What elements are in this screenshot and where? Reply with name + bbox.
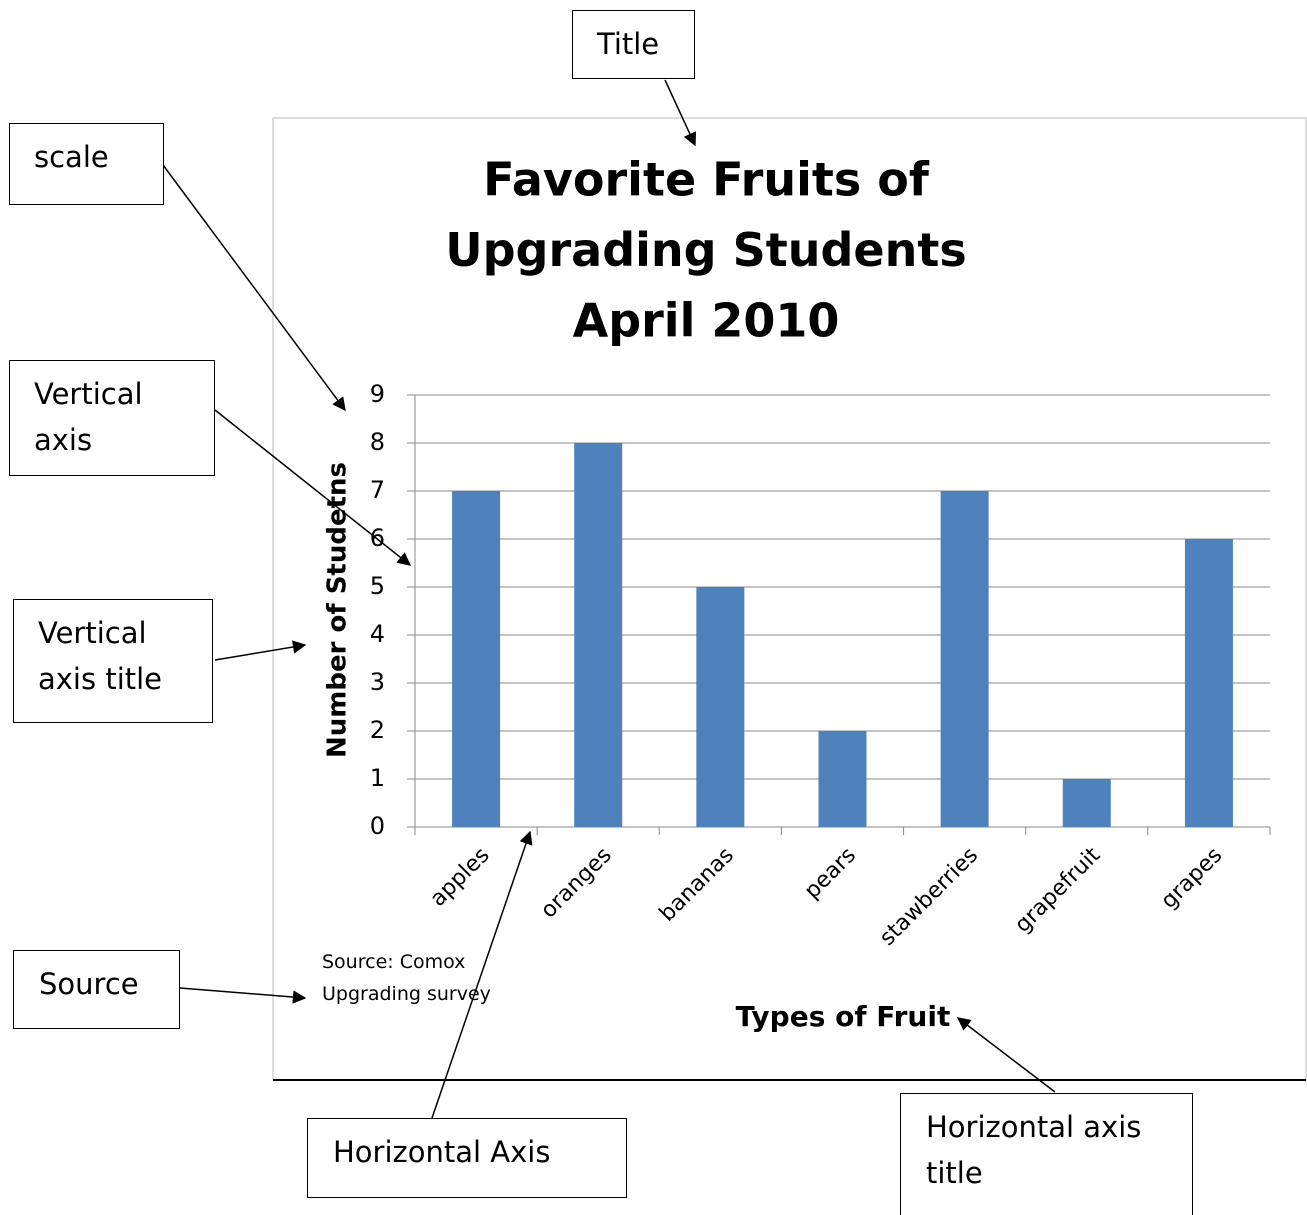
callout-text: Vertical axis xyxy=(34,377,143,457)
x-axis-title: Types of Fruit xyxy=(736,1000,951,1033)
y-axis-title: Number of Studetns xyxy=(323,462,353,758)
arrows xyxy=(162,79,1056,1119)
arrow xyxy=(664,79,697,147)
bar xyxy=(696,587,745,827)
chart-title: April 2010 xyxy=(573,294,840,348)
y-tick-label: 1 xyxy=(370,764,385,792)
arrow xyxy=(179,987,307,1004)
callout-text: Vertical axis title xyxy=(38,616,163,696)
callout-text: Source xyxy=(39,967,139,1001)
y-tick-label: 6 xyxy=(370,524,385,552)
callout-text: Title xyxy=(597,27,660,61)
callout: Source xyxy=(13,950,180,1029)
source-note: Source: Comox Upgrading survey xyxy=(322,951,491,1005)
arrow xyxy=(431,830,533,1119)
bar xyxy=(818,731,867,827)
y-tick-label: 0 xyxy=(370,812,385,840)
callout: Vertical axis title xyxy=(13,599,213,723)
arrow xyxy=(214,640,307,661)
y-tick-label: 8 xyxy=(370,428,385,456)
y-tick-label: 5 xyxy=(370,572,385,600)
callout: scale xyxy=(9,123,164,205)
arrow xyxy=(956,1017,1056,1093)
bar xyxy=(1062,779,1111,827)
y-tick-label: 2 xyxy=(370,716,385,744)
bar xyxy=(940,491,989,827)
y-tick-label: 3 xyxy=(370,668,385,696)
bar xyxy=(1184,539,1233,827)
y-tick-label: 7 xyxy=(370,476,385,504)
arrow xyxy=(214,409,412,566)
callout-text: Horizontal Axis xyxy=(333,1135,551,1169)
callout-text: Horizontal axis title xyxy=(926,1110,1142,1190)
callout: Vertical axis xyxy=(9,360,215,476)
callout: Horizontal Axis xyxy=(307,1118,627,1198)
bar xyxy=(574,443,623,827)
bar xyxy=(452,491,501,827)
arrow xyxy=(162,164,346,412)
chart-title: Favorite Fruits of xyxy=(483,153,930,207)
callout: Horizontal axis title xyxy=(900,1093,1193,1215)
callout: Title xyxy=(572,10,695,79)
chart-title: Upgrading Students xyxy=(445,223,966,277)
chart-frame xyxy=(272,117,1307,1081)
y-tick-label: 4 xyxy=(370,620,385,648)
y-tick-label: 9 xyxy=(370,380,385,408)
callout-text: scale xyxy=(34,140,109,174)
